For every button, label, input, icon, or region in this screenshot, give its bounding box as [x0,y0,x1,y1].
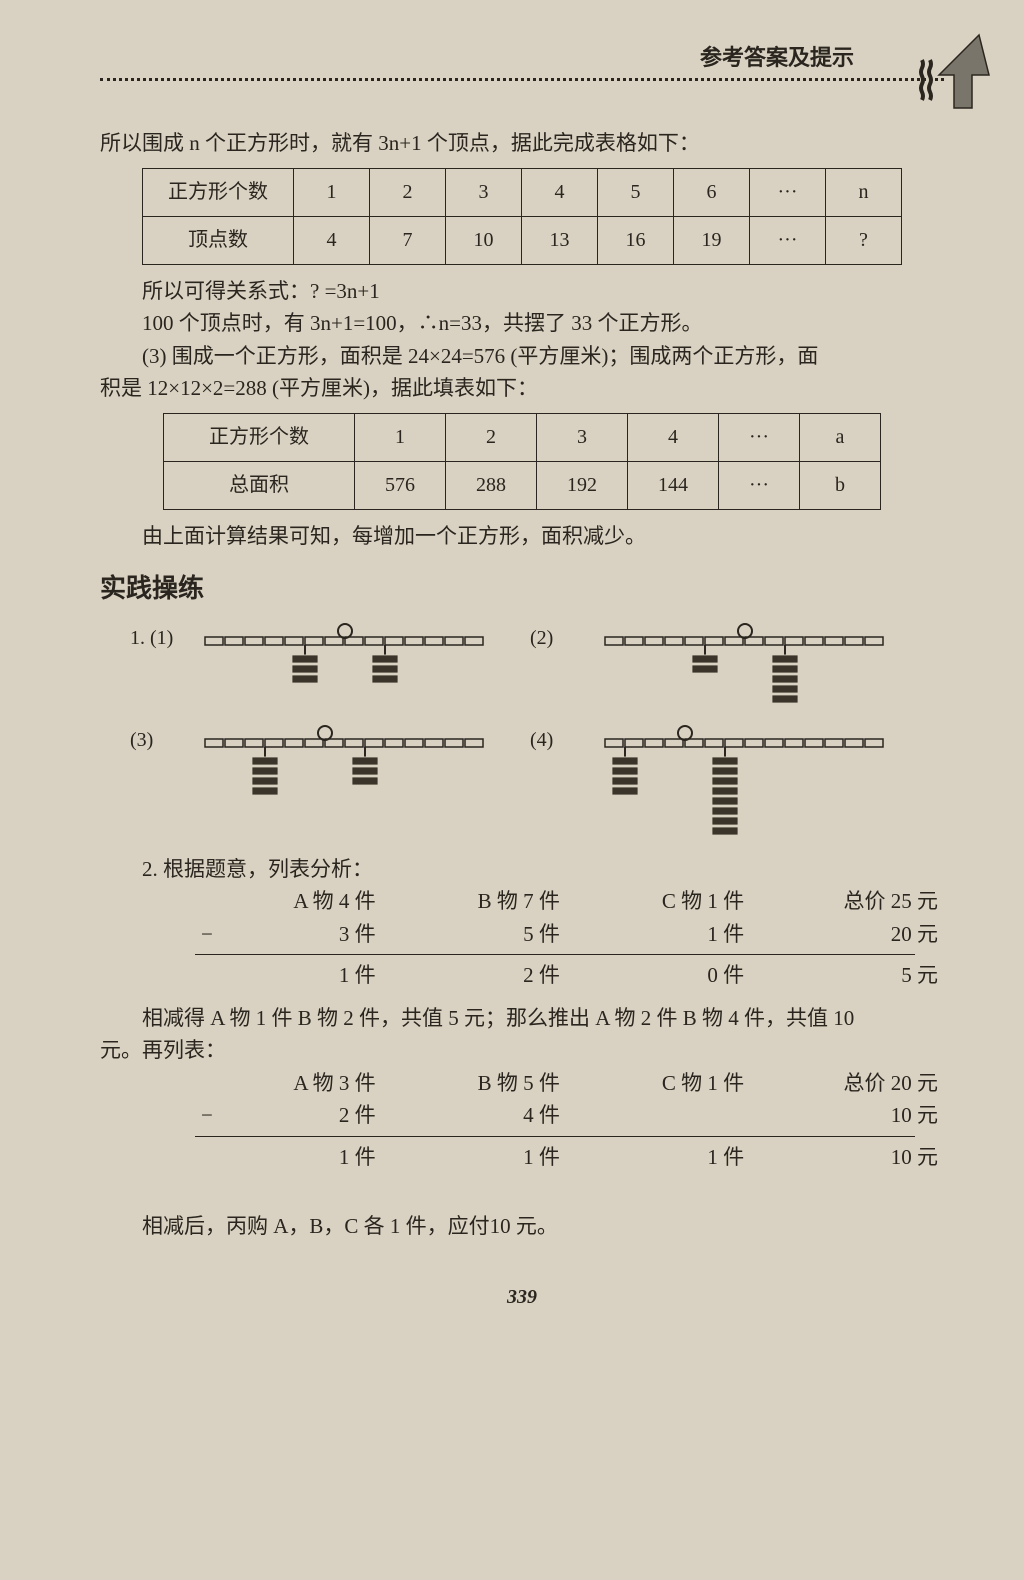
calc-cell: 5 元 [750,959,944,992]
table-cell: ··· [719,413,800,461]
calc-cell: 4 件 [382,1099,566,1132]
calc-cell: 1 件 [236,959,382,992]
table-cell: 3 [537,413,628,461]
divider-dotted [100,78,944,81]
table-cell: 6 [674,168,750,216]
table-cell: ··· [750,216,826,264]
calc-table-2: A 物 3 件B 物 5 件C 物 1 件总价 20 元−2 件4 件10 元1… [195,1067,944,1174]
calc-cell: B 物 5 件 [382,1067,566,1100]
practice-item: (4) [530,721,930,843]
practice-label: (2) [530,619,600,654]
practice-container: 1. (1) (2) (3) (4) [130,619,944,853]
page: 参考答案及提示 所以围成 n 个正方形时，就有 3n+1 个顶点，据此完成表格如… [0,0,1024,1353]
calc-cell: 0 件 [566,959,750,992]
vertex-line: 100 个顶点时，有 3n+1=100，∴n=33，共摆了 33 个正方形。 [100,307,944,340]
table-cell: 19 [674,216,750,264]
table-cell: b [800,461,881,509]
calc-minus [195,1067,236,1100]
calc-cell: 5 件 [382,918,566,951]
calc-minus: − [195,1099,236,1132]
calc-minus [195,1141,236,1174]
table-cell: ··· [719,461,800,509]
calc-cell: 1 件 [382,1141,566,1174]
practice-item: (3) [130,721,530,843]
practice-label: (3) [130,721,200,756]
table-squares-vertices: 正方形个数123456···n顶点数4710131619···? [142,168,902,265]
mid-line-1: 相减得 A 物 1 件 B 物 2 件，共值 5 元；那么推出 A 物 2 件 … [100,1002,944,1035]
calc-minus [195,959,236,992]
table-cell: 3 [446,168,522,216]
table-cell: 4 [294,216,370,264]
q2-intro: 2. 根据题意，列表分析： [100,853,944,886]
table-cell: n [826,168,902,216]
conclusion: 由上面计算结果可知，每增加一个正方形，面积减少。 [100,520,944,553]
calc-cell: 2 件 [236,1099,382,1132]
table-cell: 正方形个数 [164,413,355,461]
table-cell: 288 [446,461,537,509]
calc-cell: 3 件 [236,918,382,951]
table-cell: ? [826,216,902,264]
table-cell: 13 [522,216,598,264]
table-cell: 顶点数 [143,216,294,264]
calc-cell: 总价 25 元 [750,885,944,918]
balance-icon [200,721,490,803]
paragraph-p3a: (3) 围成一个正方形，面积是 24×24=576 (平方厘米)；围成两个正方形… [100,340,944,373]
body: 所以围成 n 个正方形时，就有 3n+1 个顶点，据此完成表格如下： 正方形个数… [100,127,944,1313]
calc-cell: 10 元 [750,1141,944,1174]
table-cell: 5 [598,168,674,216]
table-squares-area: 正方形个数1234···a 总面积576288192144···b [163,413,881,510]
table-cell: ··· [750,168,826,216]
balance-icon [600,619,890,711]
calc-rule [195,954,915,955]
calc-cell: 1 件 [566,1141,750,1174]
calc-cell: 2 件 [382,959,566,992]
table-cell: 144 [628,461,719,509]
calc-cell: 20 元 [750,918,944,951]
arrow-icon [904,30,994,110]
table-cell: 2 [370,168,446,216]
table-cell: 10 [446,216,522,264]
calc-cell: B 物 7 件 [382,885,566,918]
calc-cell: 1 件 [236,1141,382,1174]
calc-cell: 总价 20 元 [750,1067,944,1100]
calc-table-1: A 物 4 件B 物 7 件C 物 1 件总价 25 元−3 件5 件1 件20… [195,885,944,992]
table-cell: 1 [355,413,446,461]
page-number: 339 [100,1282,944,1313]
calc-minus [195,885,236,918]
final-line: 相减后，丙购 A，B，C 各 1 件，应付10 元。 [100,1210,944,1243]
mid-line-2: 元。再列表： [100,1034,944,1067]
table-cell: 4 [522,168,598,216]
calc-cell: 10 元 [750,1099,944,1132]
table-cell: 总面积 [164,461,355,509]
calc-rule [195,1136,915,1137]
practice-label: (4) [530,721,600,756]
section-title: 实践操练 [100,568,944,608]
calc-cell: A 物 4 件 [236,885,382,918]
calc-cell: C 物 1 件 [566,885,750,918]
practice-item: (2) [530,619,930,711]
table-cell: a [800,413,881,461]
table-cell: 1 [294,168,370,216]
practice-item: 1. (1) [130,619,530,711]
table-cell: 2 [446,413,537,461]
calc-cell [566,1099,750,1132]
table-cell: 576 [355,461,446,509]
paragraph: 所以围成 n 个正方形时，就有 3n+1 个顶点，据此完成表格如下： [100,127,944,160]
page-header-title: 参考答案及提示 [100,40,944,72]
paragraph-p3b: 积是 12×12×2=288 (平方厘米)，据此填表如下： [100,372,944,405]
calc-cell: A 物 3 件 [236,1067,382,1100]
balance-icon [200,619,490,691]
relation-line: 所以可得关系式：? =3n+1 [100,275,944,308]
table-cell: 192 [537,461,628,509]
calc-cell: C 物 1 件 [566,1067,750,1100]
table-cell: 16 [598,216,674,264]
calc-minus: − [195,918,236,951]
table-cell: 7 [370,216,446,264]
calc-cell: 1 件 [566,918,750,951]
table-cell: 正方形个数 [143,168,294,216]
table-cell: 4 [628,413,719,461]
balance-icon [600,721,890,843]
practice-label: 1. (1) [130,619,200,654]
